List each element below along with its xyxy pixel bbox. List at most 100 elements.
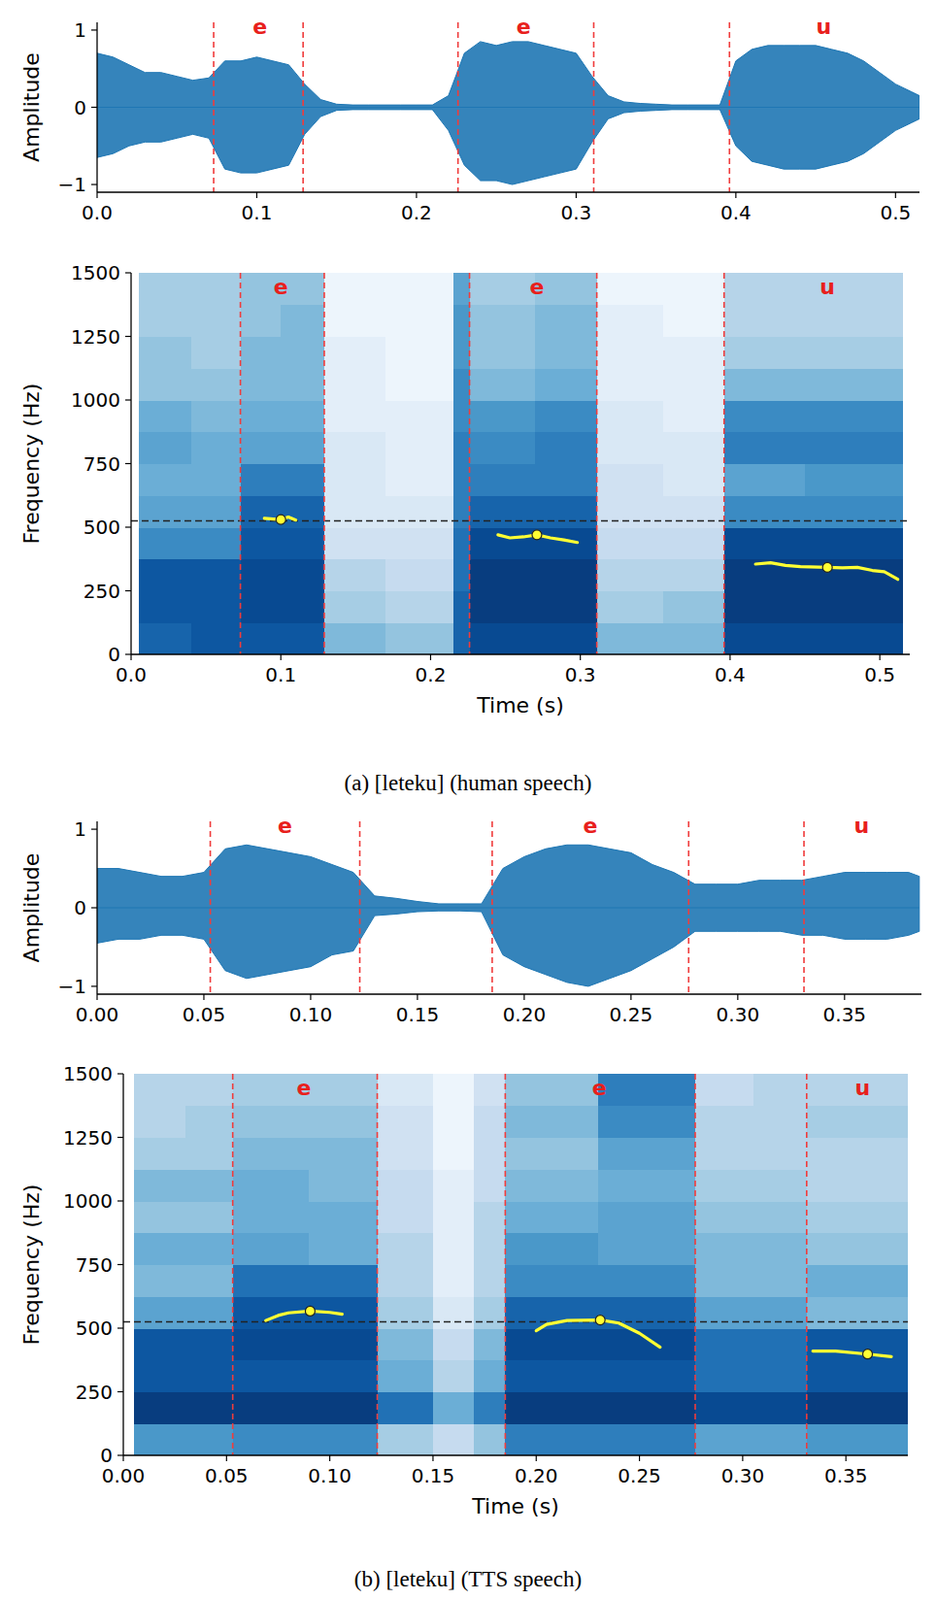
plot-marks [123,1073,908,1456]
segment-label: e [297,1075,312,1101]
spectrogram-cell [724,367,806,401]
spectrogram-cell [433,1073,475,1106]
spectrogram-cell [504,1392,599,1425]
spectrogram-cell [433,1233,475,1266]
spectrogram-cell [377,1360,435,1393]
x-tick-label: 0.2 [401,200,433,225]
spectrogram-cell [597,432,664,465]
spectrogram-cell [324,272,387,305]
spectrogram-cell [377,1423,435,1456]
x-tick [843,994,845,1001]
spectrogram-cell [534,272,598,305]
x-tick [729,654,731,661]
y-tick-label: 1000 [70,388,121,412]
reference-line [131,520,910,523]
spectrogram-cell [663,559,726,592]
spectrogram-cell [138,400,193,433]
y-tick-label: 1250 [63,1126,113,1150]
x-tick-label: 0.25 [609,1002,654,1027]
spectrogram-cell [308,1137,378,1170]
spectrogram-cell [597,304,664,337]
x-tick [630,994,632,1001]
spectrogram-cell [695,1296,754,1329]
spectrogram-cell [385,304,454,337]
spectrogram-cell [138,336,193,369]
spectrogram-cell [280,400,325,433]
spectrogram-cell [240,559,282,592]
spectrogram-cell [377,1392,435,1425]
spectrogram-cell [240,527,282,560]
spectrogram-cell [308,1073,378,1106]
spectrogram-cell [233,1233,310,1266]
spectrogram-cell [377,1137,435,1170]
y-tick-label: 1500 [63,1062,113,1086]
spectrogram-cell [663,336,726,369]
spectrogram-cell [806,1392,908,1425]
spectrogram-cell [695,1360,754,1393]
formant-track [755,563,899,580]
spectrogram-cell [240,400,282,433]
spectrogram-cell [308,1233,378,1266]
y-tick-label: 0 [73,896,87,920]
x-tick [415,192,417,199]
spectrogram-cell [695,1423,754,1456]
spectrogram-cell [597,272,664,305]
spectrogram-cell [308,1360,378,1393]
spectrogram-cell [233,1265,310,1298]
spectrogram-cell [473,1105,505,1138]
spectrogram-cell [308,1392,378,1425]
formant-track [266,1310,343,1321]
spectrogram-cell [233,1137,310,1170]
formant-point [532,530,542,540]
spectrogram-cell [753,1137,808,1170]
spectrogram-cell [473,1073,505,1106]
spectrogram-cell [240,591,282,624]
spectrogram-cell [534,495,598,528]
spectrogram-cell [377,1201,435,1234]
segment-boundary [805,1073,808,1456]
spectrogram-cell [308,1169,378,1202]
segment-label: e [252,14,268,39]
y-tick-label: 1000 [63,1189,113,1213]
segment-boundary [687,821,690,995]
spectrogram-cell [185,1233,234,1266]
spectrogram-cell [453,495,471,528]
spectrogram-cell [724,272,806,305]
spectrogram-cell [473,1137,505,1170]
x-tick-label: 0.0 [115,663,147,687]
spectrogram-cell [504,1105,599,1138]
spectrogram-cell [695,1137,754,1170]
x-tick [735,192,736,199]
spectrogram-cell [534,336,598,369]
spectrogram-cell [469,272,536,305]
spectrogram-cell [753,1296,808,1329]
spectrogram-cell [806,1360,908,1393]
spectrogram-cell [663,464,726,497]
x-tick [523,994,525,1001]
spectrogram-cell [324,400,387,433]
x-tick [226,1455,228,1462]
formant-point [275,514,286,525]
figure-caption: (b) [leteku] (TTS speech) [354,1567,582,1592]
spectrogram-cell [504,1201,599,1234]
spectrogram-cell [453,559,471,592]
segment-boundary [593,22,596,193]
spectrogram-cell [233,1360,310,1393]
spectrogram-cell [233,1105,310,1138]
y-tick [117,1136,124,1138]
spectrogram-cell [597,591,664,624]
spectrogram-cell [433,1392,475,1425]
x-tick [309,994,311,1001]
spectrogram-cell [385,527,454,560]
x-tick [122,1455,124,1462]
spectrogram-cell [233,1392,310,1425]
spectrogram-cell [280,527,325,560]
plot-marks [131,272,910,655]
x-axis-title: Time (s) [475,693,564,718]
plot-marks [97,821,920,995]
spectrogram-cell [433,1201,475,1234]
spectrogram-cell [598,1296,697,1329]
y-tick [125,271,132,273]
spectrogram-cell [753,1169,808,1202]
x-tick-label: 0.05 [182,1002,227,1027]
